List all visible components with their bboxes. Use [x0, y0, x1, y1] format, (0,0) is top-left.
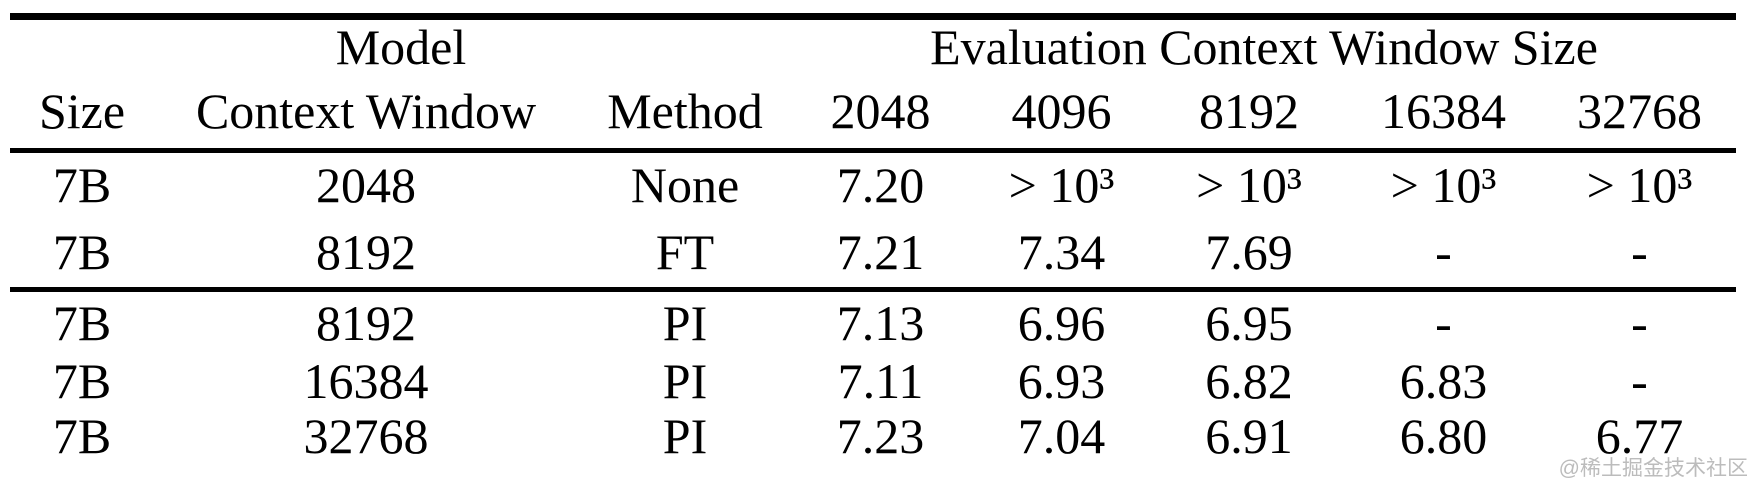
table-row: 7B 32768 PI 7.23 7.04 6.91 6.80 6.77 — [10, 409, 1736, 464]
col-group-eval-context-window-size: Evaluation Context Window Size — [930, 18, 1598, 75]
table-cell: 6.82 — [1205, 353, 1293, 409]
table-cell: - — [1631, 353, 1648, 409]
table-cell: 7.04 — [1017, 408, 1106, 464]
table-cell: 8192 — [316, 294, 416, 351]
table-cell: - — [1631, 294, 1648, 351]
table-row: 7B 16384 PI 7.11 6.93 6.82 6.83 - — [10, 354, 1736, 409]
table-cell: 7.13 — [836, 294, 925, 351]
table-cell: PI — [662, 353, 708, 409]
table-cell: 7.21 — [792, 216, 969, 292]
table-group-pi: 7B 8192 PI 7.13 6.96 6.95 - - 7B 16384 P… — [10, 290, 1736, 464]
col-header-16384: 16384 — [1344, 73, 1543, 153]
table-cell: 6.95 — [1205, 294, 1293, 351]
col-header-2048: 2048 — [792, 73, 969, 153]
table-cell: 7.69 — [1154, 216, 1344, 292]
table-cell: 6.96 — [1017, 294, 1106, 351]
table-cell: - — [1543, 216, 1736, 292]
table-header: Model Evaluation Context Window Size Siz… — [10, 17, 1736, 153]
table-cell: - — [1435, 294, 1452, 351]
table-row: 7B 8192 PI 7.13 6.96 6.95 - - — [10, 290, 1736, 354]
table-row: 7B 8192 FT 7.21 7.34 7.69 - - — [10, 216, 1736, 292]
table-group-baseline: 7B 2048 None 7.20 > 10³ > 10³ > 10³ > 10… — [10, 151, 1736, 292]
table-cell: 7.23 — [836, 408, 925, 464]
table-cell: PI — [662, 408, 708, 464]
table-cell: 7.11 — [837, 353, 924, 409]
watermark-text: @稀土掘金技术社区 — [1558, 457, 1748, 480]
col-header-8192: 8192 — [1154, 73, 1344, 153]
col-header-size: Size — [10, 73, 154, 153]
table-cell: > 10³ — [1008, 156, 1115, 213]
column-header-row: Size Context Window Method 2048 4096 819… — [10, 73, 1736, 153]
table-cell: 7B — [52, 353, 112, 409]
table-cell: 6.91 — [1205, 408, 1293, 464]
col-header-32768: 32768 — [1543, 73, 1736, 153]
table-cell: 7B — [52, 156, 112, 213]
table-cell: 7B — [10, 216, 154, 292]
table-row: 7B 2048 None 7.20 > 10³ > 10³ > 10³ > 10… — [10, 151, 1736, 217]
table-cell: 32768 — [303, 408, 429, 464]
col-header-context-window: Context Window — [154, 73, 578, 153]
table-cell: > 10³ — [1390, 156, 1497, 213]
results-table: Model Evaluation Context Window Size Siz… — [10, 13, 1736, 464]
table-cell: None — [630, 156, 740, 213]
table-cell: 7.34 — [969, 216, 1154, 292]
table-cell: 6.80 — [1399, 408, 1488, 464]
col-header-4096: 4096 — [969, 73, 1154, 153]
table-cell: 8192 — [154, 216, 578, 292]
col-group-model: Model — [335, 18, 467, 75]
table-cell: 2048 — [316, 156, 416, 213]
table-cell: FT — [578, 216, 792, 292]
table-cell: 16384 — [303, 353, 429, 409]
group-header-row: Model Evaluation Context Window Size — [10, 17, 1736, 74]
table-cell: 7B — [52, 294, 112, 351]
table-cell: 6.93 — [1017, 353, 1106, 409]
col-header-method: Method — [578, 73, 792, 153]
table-cell: PI — [662, 294, 708, 351]
table-cell: > 10³ — [1196, 156, 1302, 213]
table-cell: 7B — [52, 408, 112, 464]
table-cell: 6.83 — [1399, 353, 1488, 409]
table-cell: 6.77 — [1595, 408, 1684, 464]
table-cell: 7.20 — [836, 156, 925, 213]
table-cell: - — [1344, 216, 1543, 292]
table-cell: > 10³ — [1586, 156, 1693, 213]
